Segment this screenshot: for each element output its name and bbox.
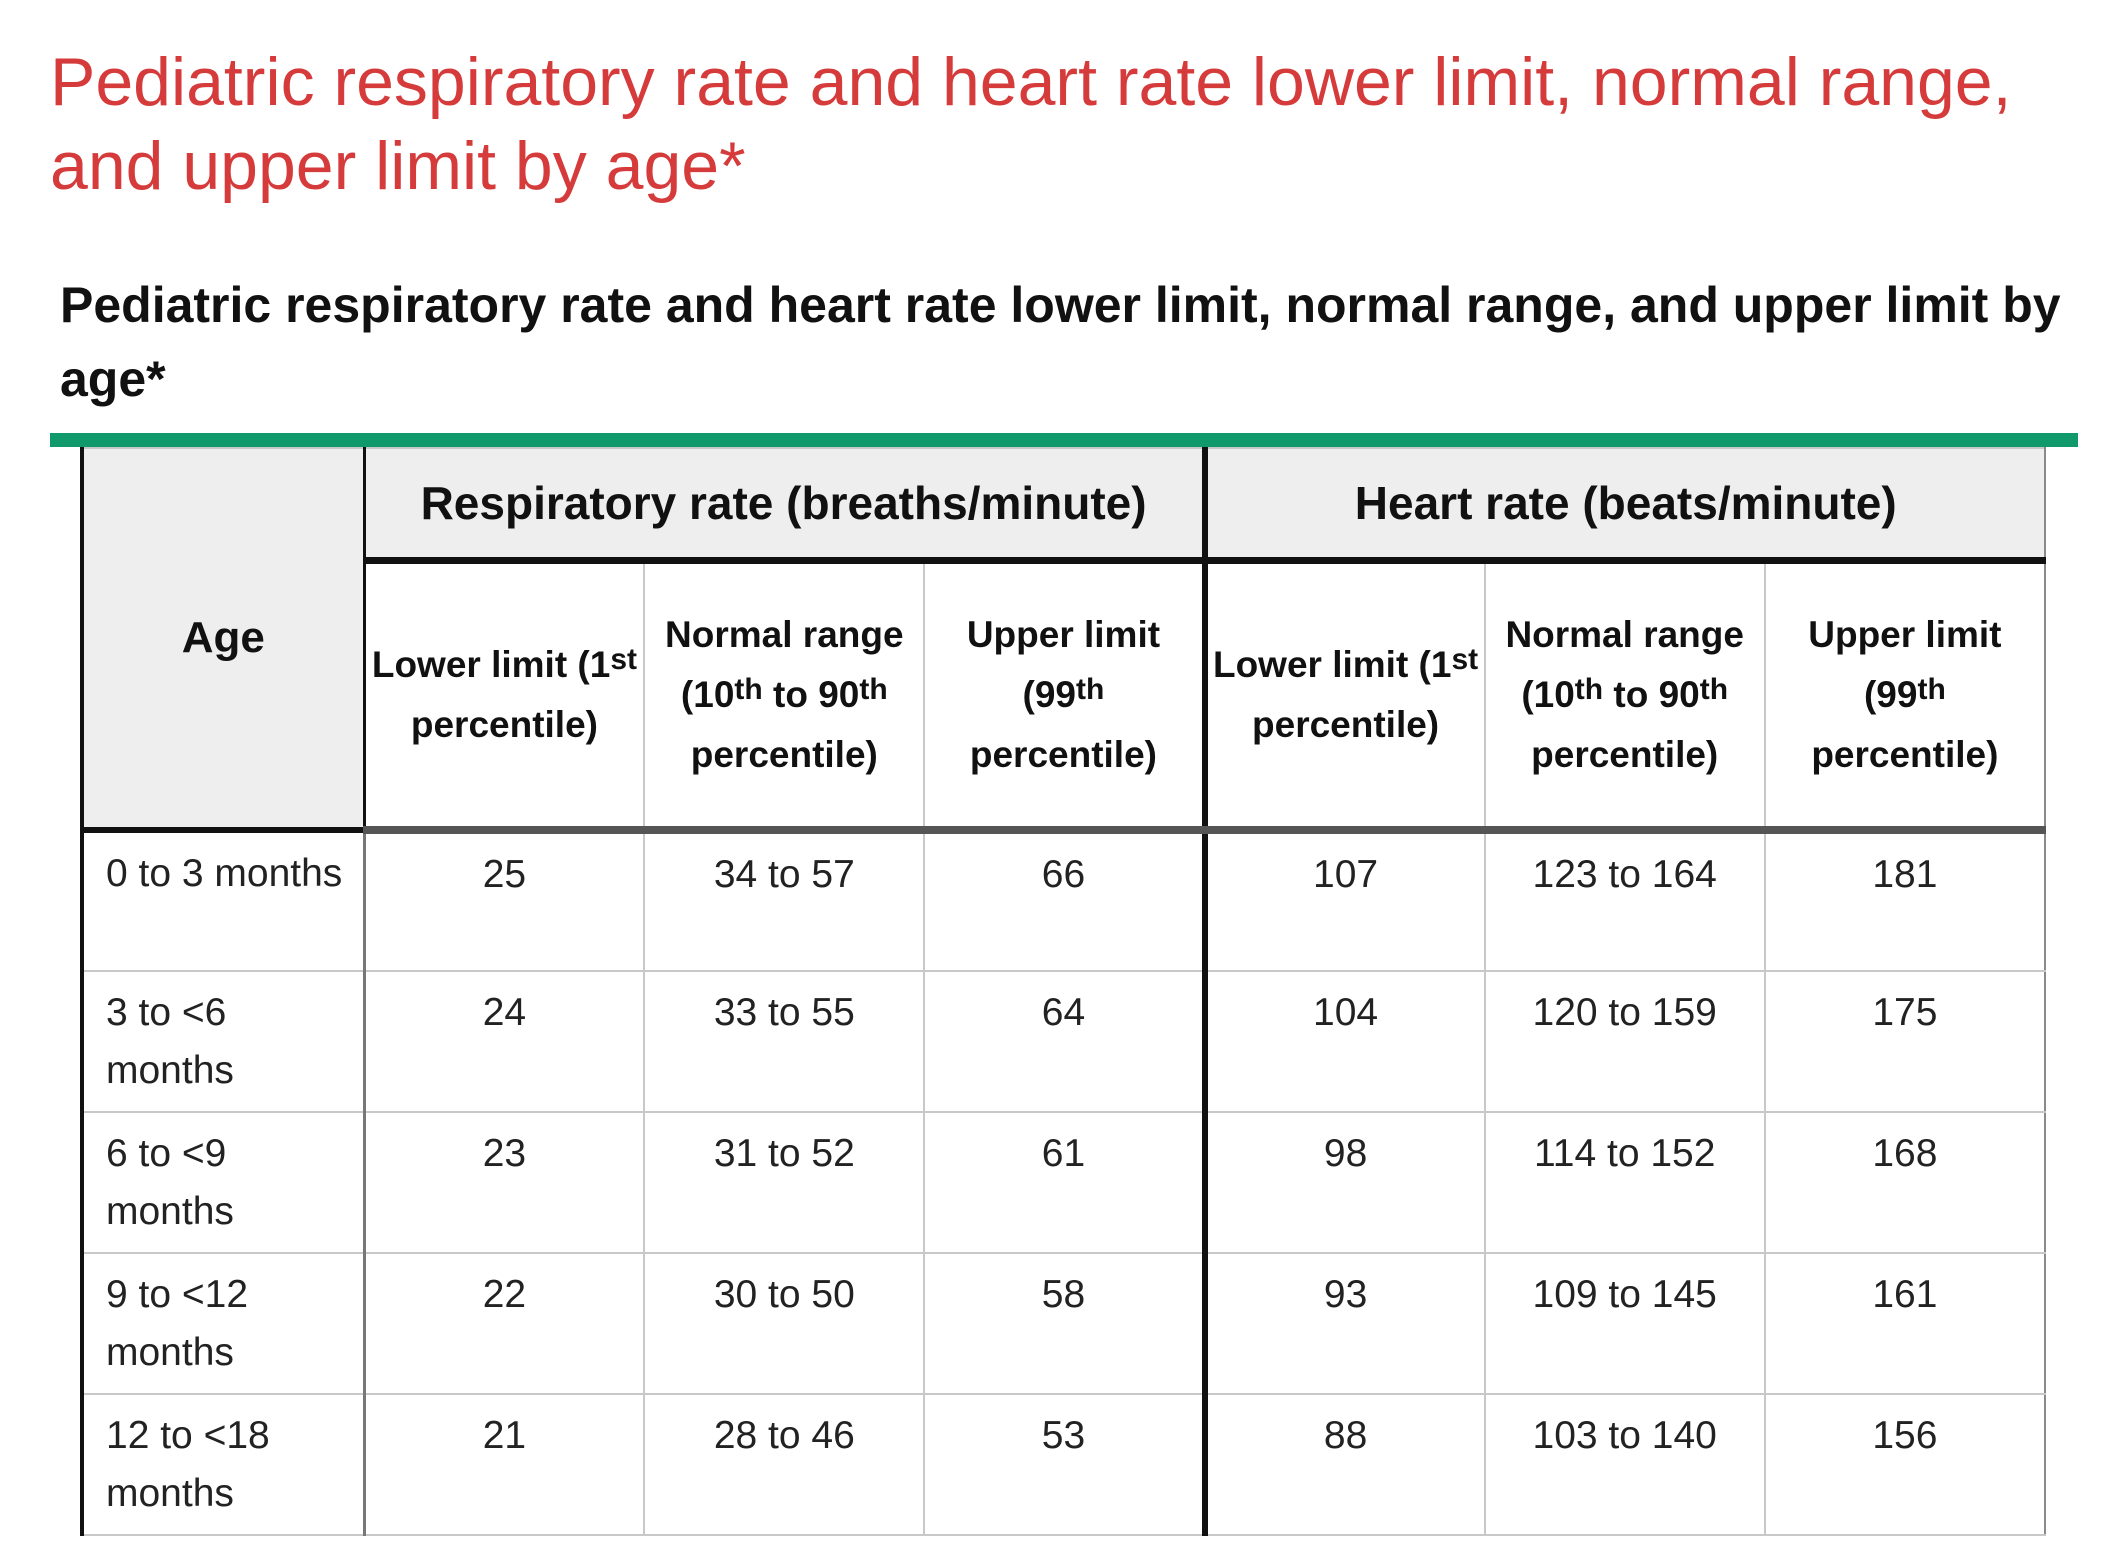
- subheader-superscript: st: [610, 643, 638, 676]
- table-row: 0 to 3 months 25 34 to 57 66 107 123 to …: [79, 829, 2047, 972]
- subheader-text: (10: [1521, 674, 1575, 715]
- hr-lower-cell: 98: [1203, 1111, 1486, 1254]
- hr-lower-cell: 88: [1203, 1393, 1486, 1536]
- rr-normal-cell: 33 to 55: [643, 970, 926, 1113]
- subheader-text: Normal range: [1505, 614, 1744, 655]
- subheader-text: percentile): [1252, 704, 1440, 745]
- subheader-text: Normal range: [665, 614, 904, 655]
- subheader-text: percentile): [1811, 734, 1999, 775]
- rr-upper-cell: 61: [923, 1111, 1208, 1254]
- table-body: 0 to 3 months 25 34 to 57 66 107 123 to …: [79, 829, 2047, 1536]
- hr-normal-range-header: Normal range (10th to 90th percentile): [1483, 559, 1766, 834]
- subheader-superscript: th: [859, 673, 888, 706]
- rr-normal-cell: 30 to 50: [643, 1252, 926, 1395]
- subheader-text: to 90: [1613, 674, 1700, 715]
- subheader-text: (10: [680, 674, 735, 715]
- rr-upper-cell: 58: [923, 1252, 1208, 1395]
- subheader-text: percentile): [690, 734, 878, 775]
- rr-lower-cell: 21: [363, 1393, 646, 1536]
- page-title: Pediatric respiratory rate and heart rat…: [50, 44, 2012, 204]
- rr-lower-cell: 24: [363, 970, 646, 1113]
- respiratory-rate-group-header: Respiratory rate (breaths/minute): [363, 447, 1208, 564]
- table-caption: Pediatric respiratory rate and heart rat…: [60, 277, 2061, 407]
- hr-upper-cell: 161: [1763, 1252, 2047, 1395]
- subheader-superscript: th: [1574, 673, 1604, 706]
- subheader-superscript: st: [1451, 643, 1479, 676]
- subheader-text: to 90: [773, 674, 860, 715]
- group-header-row: Age Respiratory rate (breaths/minute) He…: [79, 447, 2047, 833]
- hr-lower-limit-header: Lower limit (1st percentile): [1203, 559, 1486, 834]
- subheader-superscript: th: [1699, 673, 1729, 706]
- rr-lower-cell: 25: [363, 829, 646, 972]
- subheader-text: percentile): [1531, 734, 1719, 775]
- subheader-superscript: th: [1076, 673, 1105, 706]
- subheader-superscript: th: [1917, 673, 1946, 706]
- rr-normal-range-header: Normal range (10th to 90th percentile): [643, 559, 926, 834]
- rr-normal-cell: 28 to 46: [643, 1393, 926, 1536]
- rr-lower-limit-header: Lower limit (1st percentile): [363, 559, 646, 834]
- hr-lower-cell: 107: [1203, 829, 1486, 972]
- hr-upper-cell: 156: [1763, 1393, 2047, 1536]
- age-cell: 0 to 3 months: [79, 829, 366, 972]
- rr-lower-cell: 22: [363, 1252, 646, 1395]
- subheader-row: Lower limit (1st percentile) Normal rang…: [82, 559, 2047, 834]
- rr-lower-cell: 23: [363, 1111, 646, 1254]
- hr-normal-cell: 123 to 164: [1483, 829, 1766, 972]
- subheader-text: Upper limit (99: [1808, 614, 2002, 715]
- heart-rate-group-header: Heart rate (beats/minute): [1203, 447, 2047, 564]
- hr-upper-cell: 175: [1763, 970, 2047, 1113]
- table-header: Age Respiratory rate (breaths/minute) He…: [79, 447, 2047, 834]
- rr-upper-cell: 66: [923, 829, 1208, 972]
- age-cell: 9 to <12 months: [79, 1252, 366, 1395]
- hr-upper-limit-header: Upper limit (99th percentile): [1763, 559, 2047, 834]
- vitals-table: Age Respiratory rate (breaths/minute) He…: [79, 447, 2047, 1536]
- subheader-text: percentile): [969, 734, 1157, 775]
- hr-upper-cell: 181: [1763, 829, 2047, 972]
- age-cell: 3 to <6 months: [79, 970, 366, 1113]
- subheader-text: Upper limit (99: [966, 614, 1161, 715]
- hr-normal-cell: 120 to 159: [1483, 970, 1766, 1113]
- table-row: 9 to <12 months 22 30 to 50 58 93 109 to…: [79, 1252, 2047, 1395]
- rr-upper-limit-header: Upper limit (99th percentile): [923, 559, 1208, 834]
- subheader-text: percentile): [410, 704, 598, 745]
- table-row: 12 to <18 months 21 28 to 46 53 88 103 t…: [79, 1393, 2047, 1536]
- hr-normal-cell: 109 to 145: [1483, 1252, 1766, 1395]
- hr-upper-cell: 168: [1763, 1111, 2047, 1254]
- hr-normal-cell: 114 to 152: [1483, 1111, 1766, 1254]
- age-cell: 6 to <9 months: [79, 1111, 366, 1254]
- vitals-table-container: Age Respiratory rate (breaths/minute) He…: [79, 447, 2047, 1536]
- rr-normal-cell: 34 to 57: [643, 829, 926, 972]
- age-column-header: Age: [79, 447, 366, 833]
- rr-upper-cell: 64: [923, 970, 1208, 1113]
- hr-lower-cell: 93: [1203, 1252, 1486, 1395]
- table-row: 3 to <6 months 24 33 to 55 64 104 120 to…: [79, 970, 2047, 1113]
- hr-lower-cell: 104: [1203, 970, 1486, 1113]
- subheader-superscript: th: [734, 673, 763, 706]
- age-cell: 12 to <18 months: [79, 1393, 366, 1536]
- subheader-text: Lower limit (1: [1212, 644, 1452, 685]
- subheader-text: Lower limit (1: [371, 644, 611, 685]
- rr-upper-cell: 53: [923, 1393, 1208, 1536]
- accent-divider: [50, 433, 2078, 447]
- table-row: 6 to <9 months 23 31 to 52 61 98 114 to …: [79, 1111, 2047, 1254]
- hr-normal-cell: 103 to 140: [1483, 1393, 1766, 1536]
- rr-normal-cell: 31 to 52: [643, 1111, 926, 1254]
